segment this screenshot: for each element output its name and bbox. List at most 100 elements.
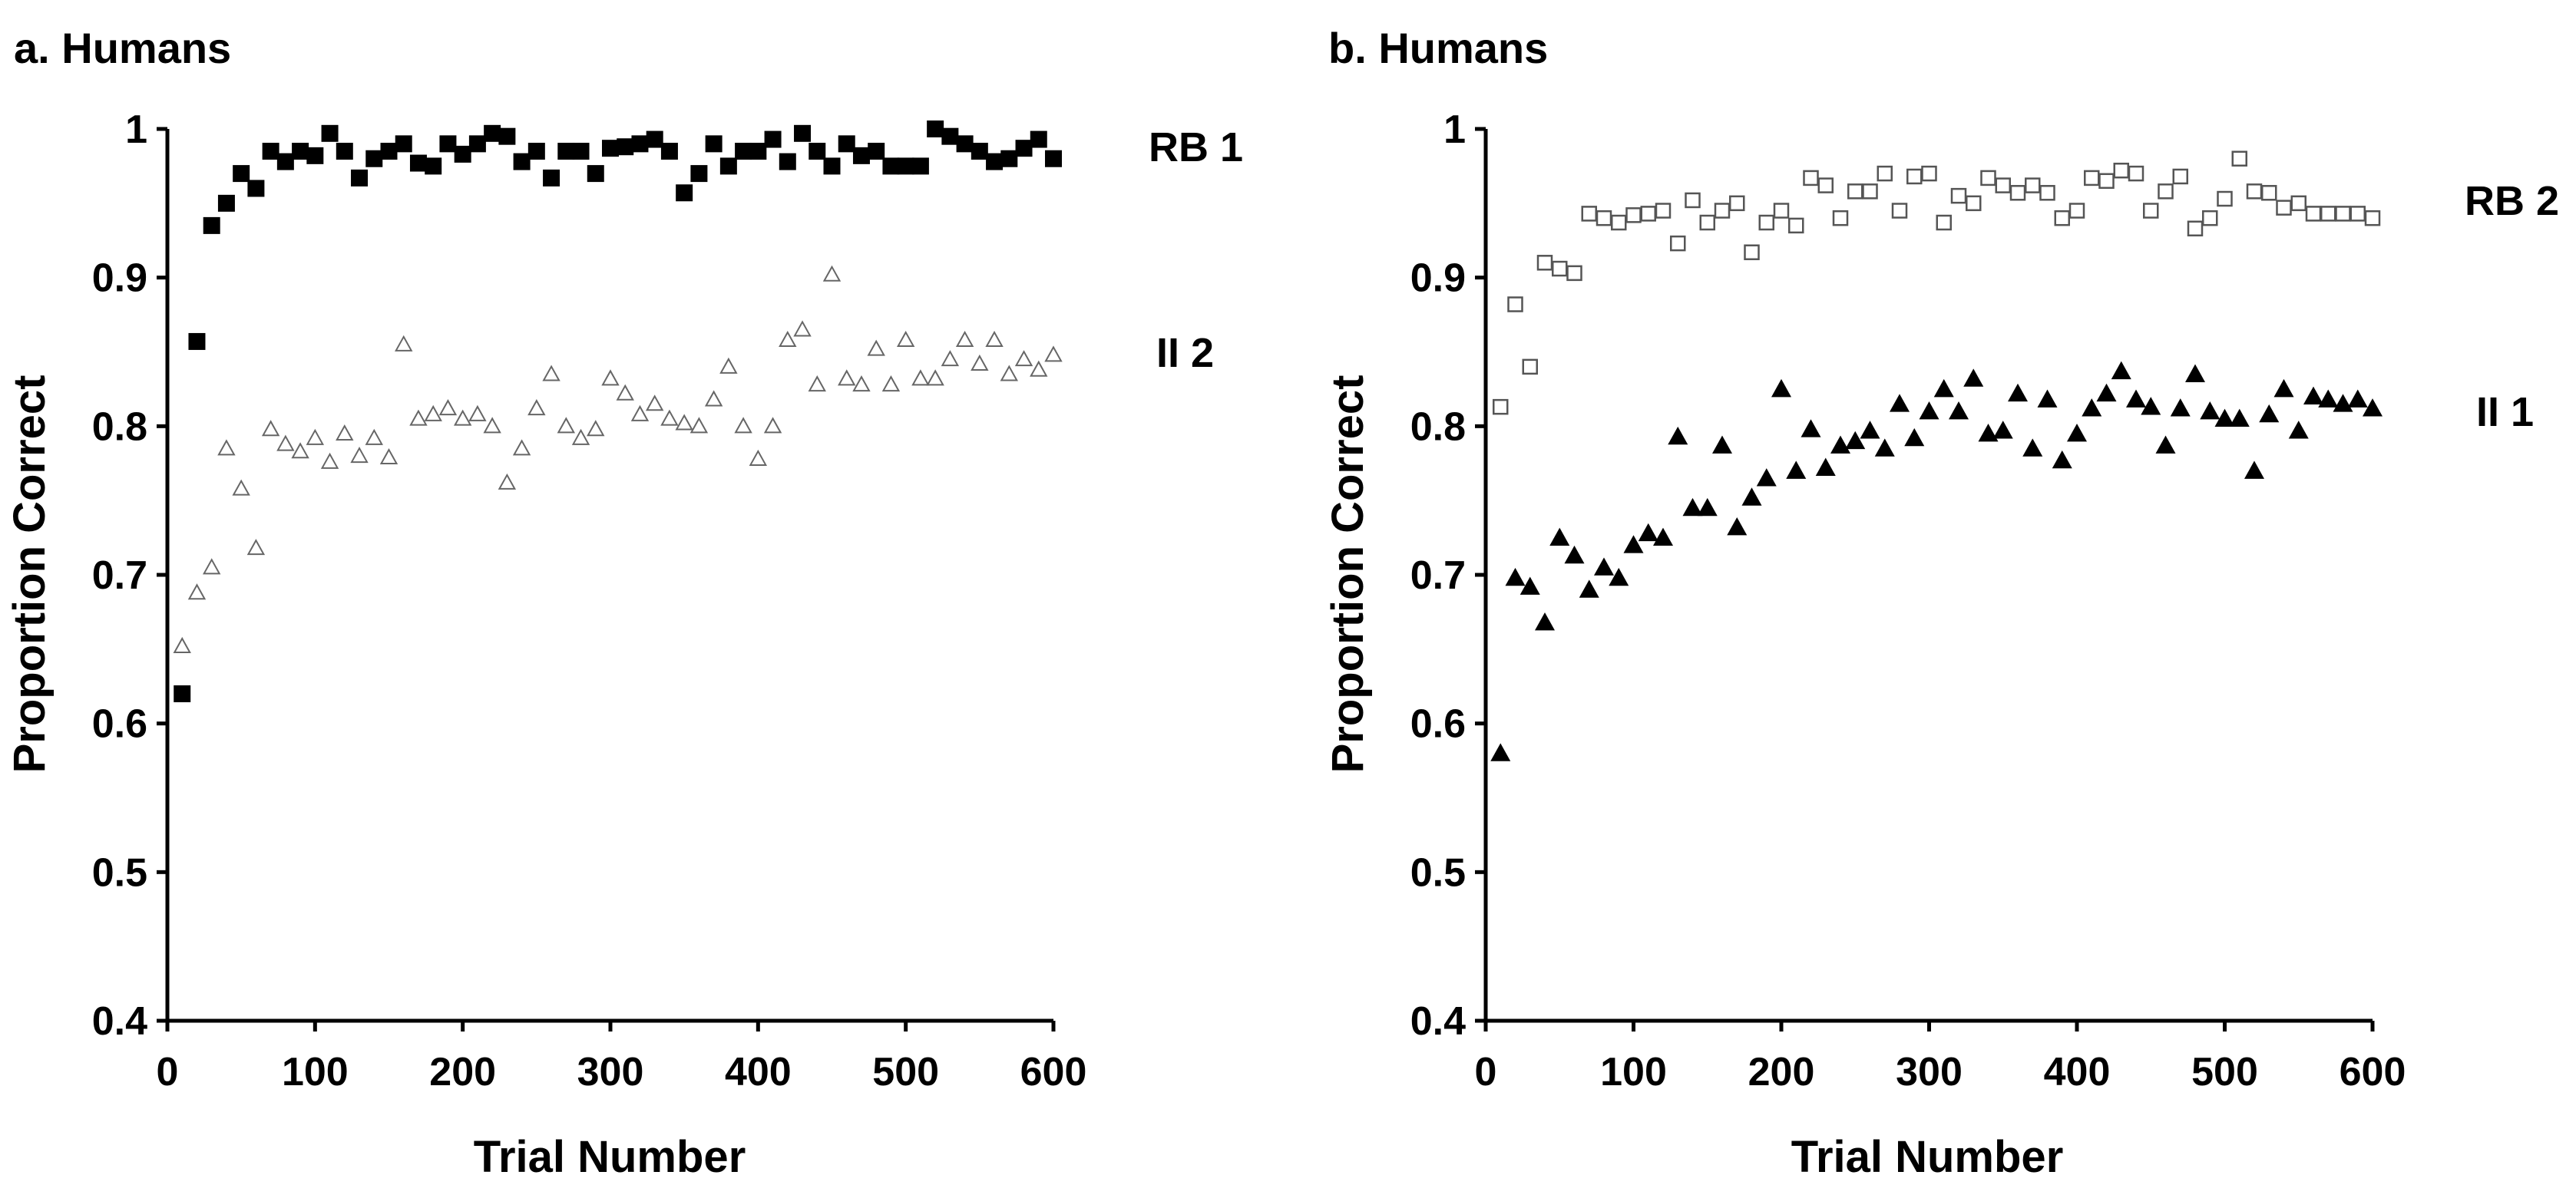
data-point-ii1 — [1549, 527, 1570, 546]
data-point-rb1 — [543, 169, 561, 186]
data-point-rb1 — [1000, 150, 1018, 167]
data-point-ii2 — [203, 558, 221, 575]
data-point-ii1 — [2170, 398, 2191, 417]
data-point-ii1 — [1623, 535, 1644, 553]
y-tick-label: 0.6 — [1410, 702, 1466, 747]
data-point-ii2 — [616, 384, 634, 401]
data-point-rb1 — [986, 153, 1004, 170]
data-point-rb2 — [1655, 203, 1672, 219]
data-point-rb1 — [852, 147, 870, 164]
data-point-rb2 — [1699, 214, 1715, 231]
data-point-rb1 — [809, 143, 826, 160]
data-point-ii1 — [1845, 431, 1866, 450]
data-point-ii2 — [955, 330, 974, 348]
data-point-rb1 — [439, 135, 457, 153]
data-point-rb1 — [174, 685, 191, 702]
data-point-rb1 — [395, 135, 412, 153]
data-point-rb1 — [292, 143, 309, 160]
data-point-ii2 — [852, 375, 871, 392]
data-point-rb2 — [1536, 255, 1553, 271]
data-point-rb2 — [1773, 203, 1790, 219]
data-point-ii2 — [601, 369, 620, 386]
data-point-ii2 — [557, 417, 575, 434]
data-point-rb2 — [2143, 203, 2159, 219]
data-point-ii2 — [542, 365, 561, 381]
y-tick-label: 0.7 — [1410, 553, 1466, 598]
data-point-rb1 — [617, 138, 634, 156]
data-point-rb1 — [484, 124, 501, 142]
data-point-ii2 — [512, 439, 531, 456]
data-point-ii2 — [527, 399, 546, 416]
data-point-ii1 — [1830, 435, 1850, 454]
chart-panel-a: a. Humans 0.4 0.5 0.6 0.7 0.8 0.9 1 0 100 200 300… — [5, 24, 1243, 1182]
data-point-ii2 — [217, 439, 236, 456]
data-point-ii1 — [2008, 383, 2028, 402]
data-point-rb1 — [1015, 140, 1033, 157]
data-point-ii1 — [2288, 421, 2309, 439]
data-point-rb2 — [2231, 150, 2247, 167]
data-point-rb2 — [2054, 210, 2070, 226]
data-point-rb2 — [1640, 206, 1656, 222]
data-point-rb2 — [1891, 203, 1908, 219]
data-point-ii1 — [2037, 389, 2058, 408]
data-point-rb2 — [1803, 170, 1819, 186]
data-point-rb1 — [882, 157, 900, 175]
data-point-rb2 — [1670, 235, 1686, 252]
x-tick-label: 0 — [157, 1050, 179, 1094]
data-point-ii1 — [1638, 523, 1658, 542]
data-point-ii2 — [246, 539, 266, 556]
data-point-ii1 — [2067, 424, 2087, 442]
data-point-ii1 — [1490, 743, 1511, 761]
data-point-rb1 — [911, 157, 929, 175]
data-point-ii2 — [941, 350, 960, 367]
data-point-rb2 — [2276, 200, 2292, 216]
data-point-ii2 — [1000, 365, 1018, 381]
data-point-rb1 — [971, 143, 988, 160]
data-point-rb2 — [2158, 183, 2174, 200]
data-point-ii2 — [379, 447, 398, 465]
data-point-rb2 — [2128, 165, 2144, 182]
data-point-rb2 — [2172, 168, 2188, 185]
data-point-rb1 — [764, 130, 782, 148]
data-point-ii2 — [1014, 350, 1033, 367]
data-point-ii1 — [1594, 557, 1614, 576]
panel-a-y-axis-label: Proportion Correct — [5, 375, 55, 774]
data-point-rb1 — [351, 169, 369, 186]
data-point-rb2 — [1980, 170, 1996, 186]
data-point-rb1 — [262, 143, 279, 160]
data-point-ii2 — [911, 369, 930, 386]
data-point-ii2 — [468, 404, 487, 421]
x-tick-label: 400 — [725, 1050, 792, 1094]
panel-b-data-points — [1490, 150, 2383, 761]
data-point-rb1 — [572, 143, 590, 160]
data-point-ii1 — [2318, 389, 2339, 408]
y-tick-label: 0.8 — [1410, 404, 1466, 449]
data-point-ii2 — [808, 375, 826, 392]
data-point-rb1 — [409, 154, 427, 172]
data-point-rb2 — [1817, 177, 1834, 193]
data-point-ii2 — [232, 479, 250, 496]
panel-b-x-ticks: 0 100 200 300 400 500 600 — [1475, 1021, 2406, 1094]
data-point-rb1 — [690, 165, 708, 183]
data-point-ii2 — [320, 452, 339, 469]
data-point-rb1 — [1045, 150, 1062, 167]
data-point-ii1 — [2259, 404, 2280, 423]
data-point-rb1 — [276, 153, 294, 170]
data-point-rb1 — [676, 184, 693, 202]
data-point-ii2 — [793, 320, 812, 337]
data-point-ii1 — [1949, 401, 1969, 420]
data-point-ii1 — [2229, 408, 2250, 427]
data-point-rb2 — [1995, 177, 2011, 193]
data-point-ii1 — [1963, 368, 1984, 387]
data-point-ii1 — [1801, 419, 1821, 437]
data-point-rb2 — [2246, 183, 2263, 200]
panel-a-x-axis-label: Trial Number — [474, 1132, 746, 1182]
data-point-rb2 — [2364, 210, 2381, 226]
data-point-ii1 — [1756, 468, 1777, 487]
data-point-rb1 — [188, 332, 206, 350]
y-tick-label: 0.9 — [92, 256, 147, 301]
data-point-rb1 — [247, 180, 265, 197]
data-point-ii2 — [675, 414, 693, 431]
data-point-rb2 — [2349, 206, 2366, 222]
data-point-rb2 — [2290, 195, 2306, 212]
